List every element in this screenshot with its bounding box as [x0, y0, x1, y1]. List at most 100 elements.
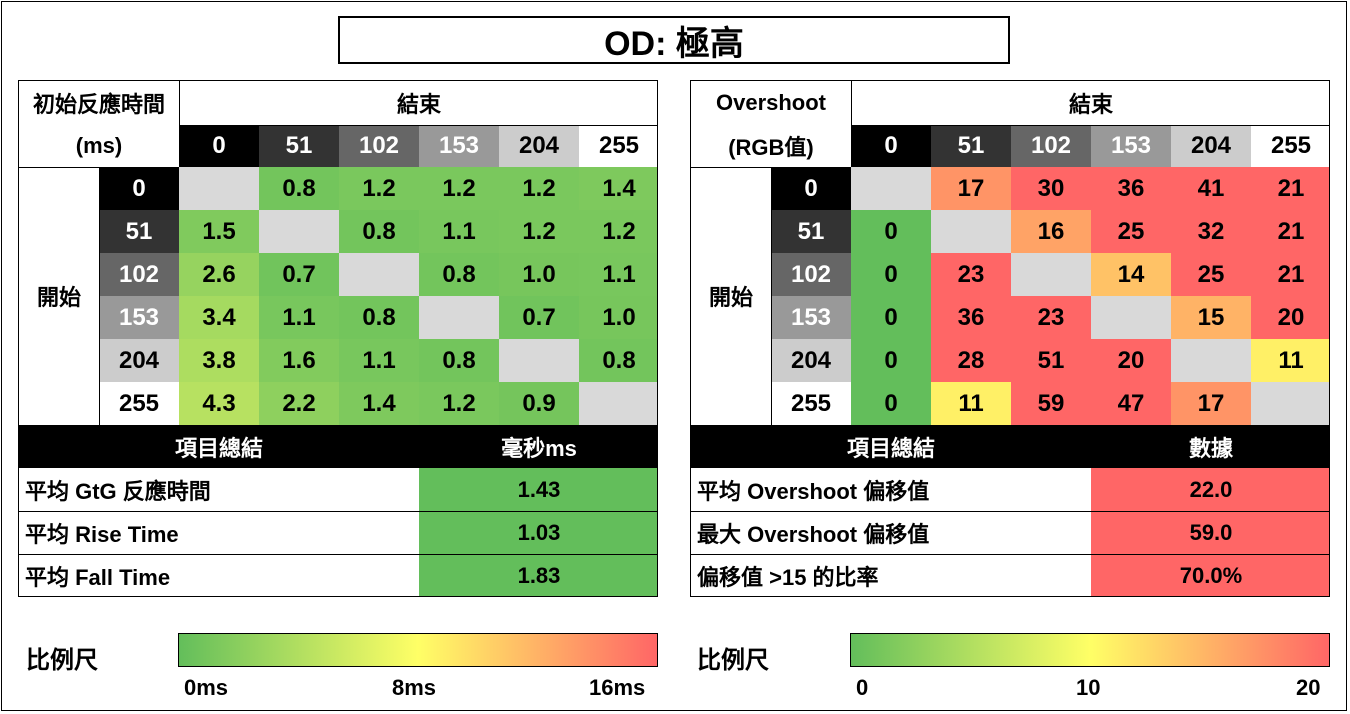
response-cell: 1.0 [579, 296, 657, 339]
overshoot-start-label: 開始 [708, 285, 753, 310]
overshoot-scale-tick-min: 0 [856, 675, 869, 700]
response-summary-label: 平均 Fall Time [25, 564, 171, 590]
overshoot-cell: 25 [1091, 210, 1171, 253]
response-col-header-255: 255 [579, 125, 657, 167]
overshoot-corner-title: Overshoot [715, 90, 827, 115]
page-title: OD: 極高 [338, 16, 1010, 64]
overshoot-row-header-204: 204 [771, 339, 851, 382]
overshoot-rowlabel-divider [771, 167, 772, 425]
response-row-header-204: 204 [99, 339, 179, 382]
overshoot-cell: 21 [1251, 167, 1329, 210]
overshoot-summary-row-divider [691, 511, 1329, 512]
response-cell: 1.4 [579, 167, 657, 210]
response-cell: 1.4 [339, 382, 419, 425]
response-cell: 0.8 [339, 296, 419, 339]
response-cell: 1.6 [259, 339, 339, 382]
response-cell: 0.7 [259, 253, 339, 296]
overshoot-summary-value: 22.0 [1091, 468, 1329, 511]
response-col-header-51: 51 [259, 125, 339, 167]
response-cell: 1.0 [499, 253, 579, 296]
response-cell: 0.8 [339, 210, 419, 253]
response-corner-divider [179, 81, 180, 167]
overshoot-cell: 11 [931, 382, 1011, 425]
response-time-panel: 初始反應時間 (ms) 結束 0 51 102 153 204 255 開始 0 51 102 153 20… [18, 80, 658, 597]
overshoot-cell: 36 [1091, 167, 1171, 210]
overshoot-cell: 14 [1091, 253, 1171, 296]
overshoot-cell: 11 [1251, 339, 1329, 382]
overshoot-cell: 0 [851, 339, 931, 382]
overshoot-cell: 21 [1251, 210, 1329, 253]
overshoot-cell: 51 [1011, 339, 1091, 382]
overshoot-end-label: 結束 [1068, 92, 1113, 117]
overshoot-header-divider [851, 125, 1329, 126]
response-row-header-102: 102 [99, 253, 179, 296]
response-cell: 0.8 [419, 253, 499, 296]
overshoot-cell-diagonal [1171, 339, 1251, 382]
response-cell: 1.2 [339, 167, 419, 210]
response-cell: 1.2 [499, 167, 579, 210]
overshoot-col-header-153: 153 [1091, 125, 1171, 167]
overshoot-summary-label: 最大 Overshoot 偏移值 [697, 521, 930, 547]
response-row-header-51: 51 [99, 210, 179, 253]
response-col-header-102: 102 [339, 125, 419, 167]
overshoot-col-header-51: 51 [931, 125, 1011, 167]
response-summary-value: 1.83 [419, 554, 657, 596]
response-rowlabel-divider [99, 167, 100, 425]
response-summary-label: 平均 Rise Time [25, 521, 179, 547]
response-cell: 2.2 [259, 382, 339, 425]
response-cell: 1.1 [419, 210, 499, 253]
overshoot-cell: 17 [931, 167, 1011, 210]
response-summary-header-value: 毫秒ms [419, 425, 657, 468]
response-cell: 4.3 [179, 382, 259, 425]
overshoot-col-header-0: 0 [851, 125, 931, 167]
overshoot-color-scale-bar [850, 633, 1330, 667]
response-cell: 0.7 [499, 296, 579, 339]
response-start-label: 開始 [36, 285, 81, 310]
overshoot-cell: 59 [1011, 382, 1091, 425]
overshoot-col-header-102: 102 [1011, 125, 1091, 167]
response-cell: 0.8 [419, 339, 499, 382]
response-end-label: 結束 [396, 92, 441, 117]
overshoot-row-header-0: 0 [771, 167, 851, 210]
overshoot-cell: 21 [1251, 253, 1329, 296]
response-color-scale-bar [178, 633, 658, 667]
overshoot-summary-row-divider [691, 554, 1329, 555]
overshoot-scale-tick-mid: 10 [1076, 675, 1101, 700]
overshoot-summary-header-value: 數據 [1091, 425, 1329, 468]
overshoot-corner-unit: (RGB值) [728, 135, 814, 160]
overshoot-cell: 47 [1091, 382, 1171, 425]
overshoot-cell-diagonal [931, 210, 1011, 253]
response-col-header-153: 153 [419, 125, 499, 167]
overshoot-cell: 17 [1171, 382, 1251, 425]
response-summary-value: 1.43 [419, 468, 657, 511]
response-cell-diagonal [179, 167, 259, 210]
overshoot-panel: Overshoot (RGB值) 結束 0 51 102 153 204 255 開始 0 51 102… [690, 80, 1330, 597]
response-cell-diagonal [499, 339, 579, 382]
overshoot-cell-diagonal [851, 167, 931, 210]
response-row-header-255: 255 [99, 382, 179, 425]
overshoot-row-header-255: 255 [771, 382, 851, 425]
overshoot-scale-tick-max: 20 [1296, 675, 1321, 700]
overshoot-cell: 0 [851, 210, 931, 253]
overshoot-row-header-102: 102 [771, 253, 851, 296]
overshoot-cell: 20 [1091, 339, 1171, 382]
response-cell: 1.1 [339, 339, 419, 382]
overshoot-summary-label: 平均 Overshoot 偏移值 [697, 478, 930, 504]
overshoot-cell: 28 [931, 339, 1011, 382]
overshoot-cell: 23 [931, 253, 1011, 296]
overshoot-cell-diagonal [1091, 296, 1171, 339]
response-cell: 0.9 [499, 382, 579, 425]
response-cell-diagonal [419, 296, 499, 339]
overshoot-col-header-204: 204 [1171, 125, 1251, 167]
response-scale-label: 比例尺 [26, 647, 98, 674]
overshoot-row-header-153: 153 [771, 296, 851, 339]
response-cell: 1.2 [419, 382, 499, 425]
response-scale-tick-min: 0ms [184, 675, 229, 700]
response-cell: 1.2 [419, 167, 499, 210]
overshoot-corner-divider [851, 81, 852, 167]
response-cell-diagonal [579, 382, 657, 425]
overshoot-summary-header-label: 項目總結 [691, 425, 1091, 468]
overshoot-row-header-51: 51 [771, 210, 851, 253]
response-cell-diagonal [339, 253, 419, 296]
